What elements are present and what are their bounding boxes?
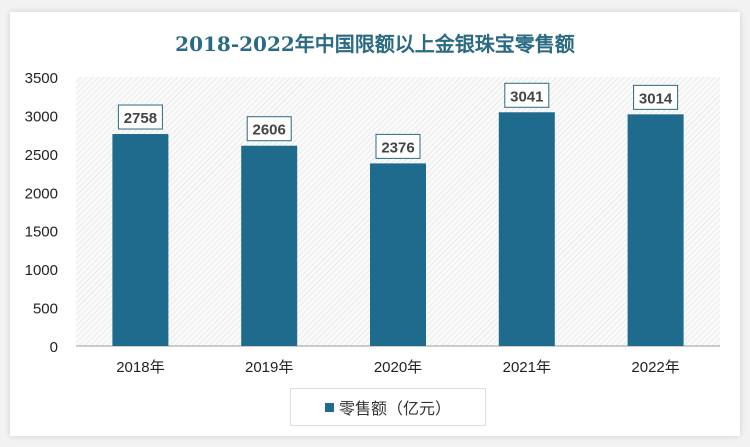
bar <box>498 112 555 346</box>
bar <box>627 114 684 346</box>
data-label: 2758 <box>124 110 157 127</box>
x-tick-label: 2018年 <box>116 359 164 376</box>
data-label: 3014 <box>639 90 673 107</box>
x-tick-label: 2021年 <box>503 359 551 376</box>
legend-label: 零售额（亿元） <box>338 401 451 418</box>
data-label: 2606 <box>253 122 286 139</box>
y-tick-label: 3000 <box>25 108 58 125</box>
x-tick-label: 2020年 <box>374 359 422 376</box>
y-tick-label: 2000 <box>25 185 58 202</box>
bar <box>112 134 169 346</box>
bar <box>370 163 426 346</box>
x-tick-label: 2019年 <box>245 359 293 376</box>
y-tick-label: 500 <box>33 301 58 318</box>
y-tick-label: 3500 <box>25 70 58 87</box>
data-label-box <box>504 82 550 108</box>
data-label-box <box>117 104 163 130</box>
data-label-box <box>246 116 292 142</box>
y-tick-label: 0 <box>50 339 58 356</box>
data-label-box <box>375 133 421 159</box>
legend-swatch <box>324 402 334 412</box>
y-tick-label: 1500 <box>25 224 58 241</box>
x-tick-label: 2022年 <box>631 359 679 376</box>
data-label: 3041 <box>510 88 543 105</box>
chart-title: 2018-2022年中国限额以上金银珠宝零售额 <box>175 32 575 56</box>
legend: 零售额（亿元） <box>290 388 486 426</box>
bar <box>241 145 298 346</box>
y-tick-label: 1000 <box>25 262 58 279</box>
data-label-box <box>633 84 679 110</box>
y-tick-label: 2500 <box>25 147 58 164</box>
data-label: 2376 <box>381 139 414 156</box>
